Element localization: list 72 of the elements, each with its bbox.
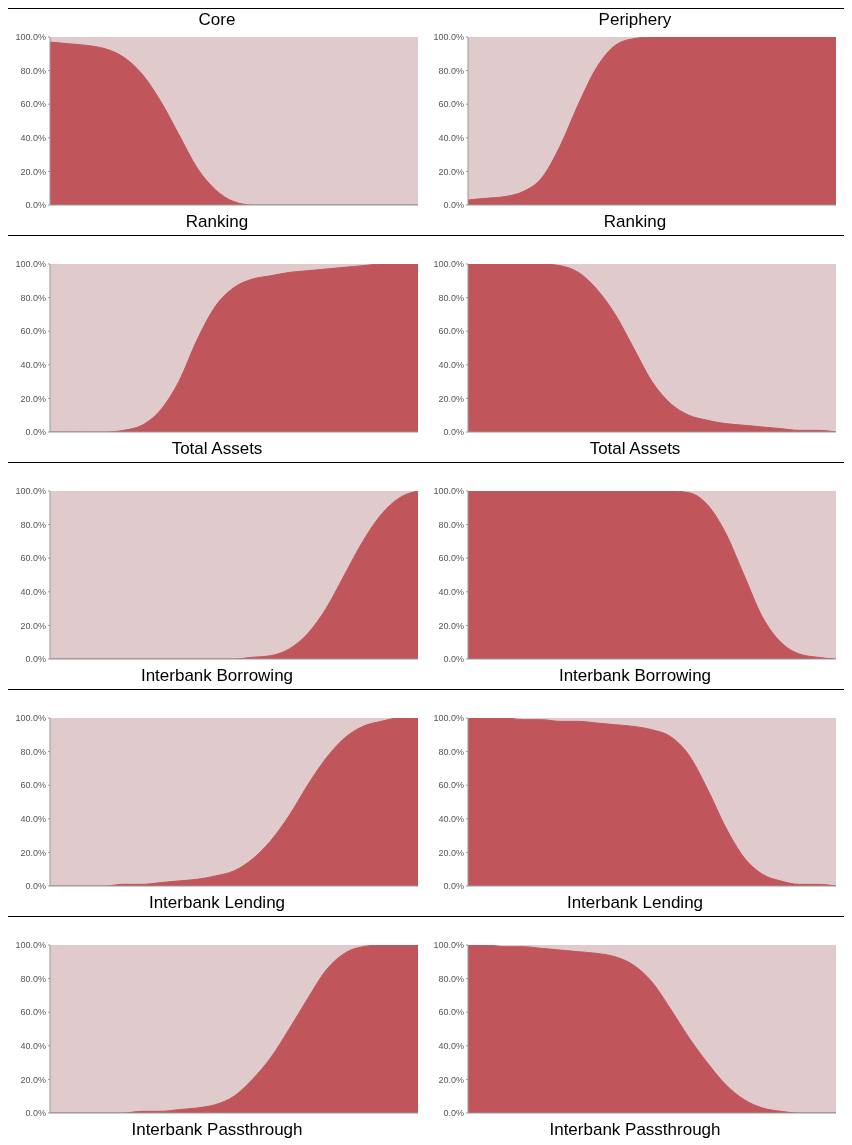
y-tick-label: 20.0% [20, 620, 46, 631]
y-tick-label: 20.0% [20, 847, 46, 858]
y-tick-label: 60.0% [438, 780, 464, 791]
y-tick-label: 100.0% [433, 713, 464, 724]
x-axis-title: Interbank Passthrough [548, 1119, 722, 1141]
x-axis-title: Interbank Passthrough [130, 1119, 304, 1141]
y-tick-label: 100.0% [15, 486, 46, 497]
y-tick-label: 0.0% [443, 427, 464, 438]
y-tick-label: 0.0% [443, 881, 464, 892]
x-axis-title: Ranking [184, 211, 250, 233]
y-tick-label: 60.0% [438, 553, 464, 564]
x-axis-title: Total Assets [588, 438, 682, 460]
chart-title: Periphery [597, 9, 673, 31]
y-tick-label: 60.0% [438, 326, 464, 337]
x-axis-title: Total Assets [170, 438, 264, 460]
y-tick-label: 40.0% [438, 132, 464, 143]
y-tick-label: 40.0% [438, 586, 464, 597]
y-tick-label: 80.0% [20, 746, 46, 757]
y-tick-label: 60.0% [20, 1007, 46, 1018]
y-tick-label: 80.0% [20, 65, 46, 76]
y-tick-label: 40.0% [20, 813, 46, 824]
y-tick-label: 80.0% [20, 519, 46, 530]
x-axis-title: Ranking [602, 211, 668, 233]
y-tick-label: 40.0% [20, 586, 46, 597]
y-tick-label: 0.0% [443, 1108, 464, 1119]
y-tick-label: 100.0% [433, 486, 464, 497]
y-tick-label: 20.0% [438, 620, 464, 631]
y-tick-label: 0.0% [25, 200, 46, 211]
y-tick-label: 40.0% [438, 813, 464, 824]
y-tick-label: 40.0% [20, 359, 46, 370]
y-tick-label: 60.0% [438, 99, 464, 110]
x-axis-title: Interbank Lending [147, 892, 287, 914]
y-tick-label: 100.0% [15, 259, 46, 270]
y-tick-label: 100.0% [433, 32, 464, 43]
x-axis-title: Interbank Borrowing [557, 665, 713, 687]
y-tick-label: 20.0% [20, 1074, 46, 1085]
y-tick-label: 20.0% [438, 393, 464, 404]
y-tick-label: 0.0% [443, 654, 464, 665]
y-tick-label: 40.0% [20, 132, 46, 143]
y-tick-label: 100.0% [15, 713, 46, 724]
y-tick-label: 100.0% [15, 32, 46, 43]
y-tick-label: 20.0% [438, 847, 464, 858]
y-tick-label: 60.0% [20, 553, 46, 564]
y-tick-label: 60.0% [20, 326, 46, 337]
y-tick-label: 20.0% [438, 1074, 464, 1085]
y-tick-label: 80.0% [438, 519, 464, 530]
chart-title: Core [197, 9, 237, 31]
y-tick-label: 20.0% [20, 393, 46, 404]
y-tick-label: 40.0% [438, 1040, 464, 1051]
y-tick-label: 80.0% [20, 292, 46, 303]
y-tick-label: 80.0% [438, 292, 464, 303]
y-tick-label: 20.0% [20, 166, 46, 177]
x-axis-title: Interbank Borrowing [139, 665, 295, 687]
y-tick-label: 100.0% [15, 940, 46, 951]
y-tick-label: 60.0% [20, 99, 46, 110]
y-tick-label: 0.0% [25, 654, 46, 665]
x-axis-title: Interbank Lending [565, 892, 705, 914]
y-tick-label: 80.0% [20, 973, 46, 984]
y-tick-label: 40.0% [438, 359, 464, 370]
y-tick-label: 100.0% [433, 259, 464, 270]
y-tick-label: 100.0% [433, 940, 464, 951]
y-tick-label: 0.0% [443, 200, 464, 211]
y-tick-label: 80.0% [438, 973, 464, 984]
y-tick-label: 40.0% [20, 1040, 46, 1051]
y-tick-label: 20.0% [438, 166, 464, 177]
y-tick-label: 80.0% [438, 65, 464, 76]
y-tick-label: 0.0% [25, 1108, 46, 1119]
y-tick-label: 60.0% [20, 780, 46, 791]
y-tick-label: 0.0% [25, 427, 46, 438]
y-tick-label: 60.0% [438, 1007, 464, 1018]
y-tick-label: 80.0% [438, 746, 464, 757]
y-tick-label: 0.0% [25, 881, 46, 892]
